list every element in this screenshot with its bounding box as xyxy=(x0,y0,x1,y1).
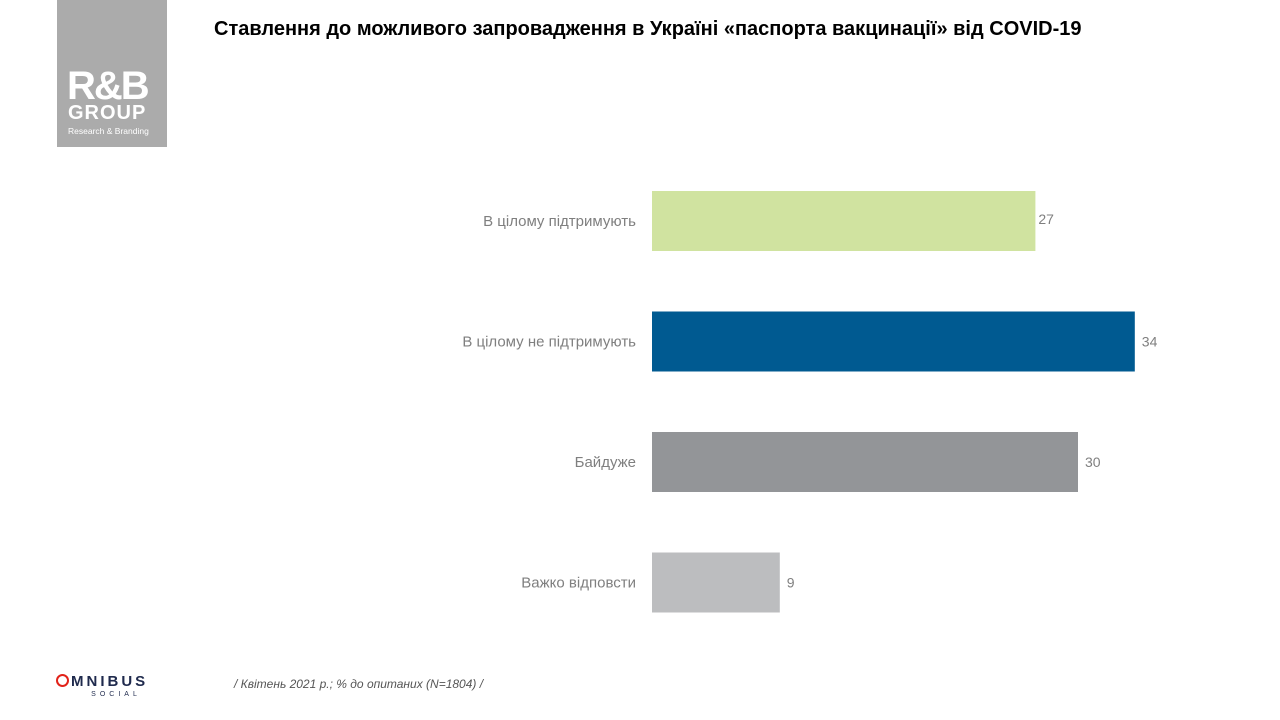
logo-group-text: GROUP xyxy=(68,102,147,124)
omnibus-subtitle: SOCIAL xyxy=(91,691,141,698)
bar-4 xyxy=(652,552,780,613)
value-label-1: 27 xyxy=(1038,211,1054,227)
logo-monogram: R&B xyxy=(67,64,150,108)
value-label-3: 30 xyxy=(1085,454,1101,470)
chart-title: Ставлення до можливого запровадження в У… xyxy=(214,18,1082,40)
omnibus-o-icon xyxy=(56,674,69,688)
value-label-4: 9 xyxy=(787,575,795,591)
bar-2 xyxy=(652,311,1135,372)
footnote: / Квітень 2021 р.; % до опитаних (N=1804… xyxy=(234,677,484,691)
bar-3 xyxy=(652,432,1078,492)
category-label-1: В цілому підтримують xyxy=(483,213,636,230)
bar-1 xyxy=(652,191,1036,251)
category-label-3: Байдуже xyxy=(575,454,636,471)
category-label-2: В цілому не підтримують xyxy=(462,334,636,351)
omnibus-wordmark: MNIBUS xyxy=(71,673,149,690)
logo-tagline: Research & Branding xyxy=(68,126,149,136)
value-label-2: 34 xyxy=(1142,334,1158,350)
omnibus-logo: MNIBUS SOCIAL xyxy=(56,673,168,698)
rb-group-logo: R&B GROUP Research & Branding xyxy=(57,0,167,147)
category-label-4: Важко відповсти xyxy=(521,575,636,592)
